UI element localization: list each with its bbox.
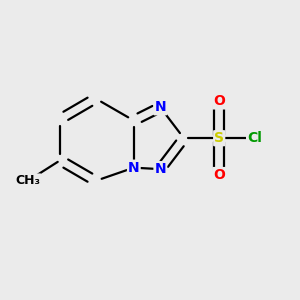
Text: N: N bbox=[154, 100, 166, 114]
Text: O: O bbox=[213, 168, 225, 182]
Text: CH₃: CH₃ bbox=[15, 174, 40, 188]
Text: Cl: Cl bbox=[247, 131, 262, 145]
Text: N: N bbox=[154, 162, 166, 176]
Text: O: O bbox=[213, 94, 225, 108]
Text: S: S bbox=[214, 131, 224, 145]
Text: N: N bbox=[128, 161, 140, 175]
